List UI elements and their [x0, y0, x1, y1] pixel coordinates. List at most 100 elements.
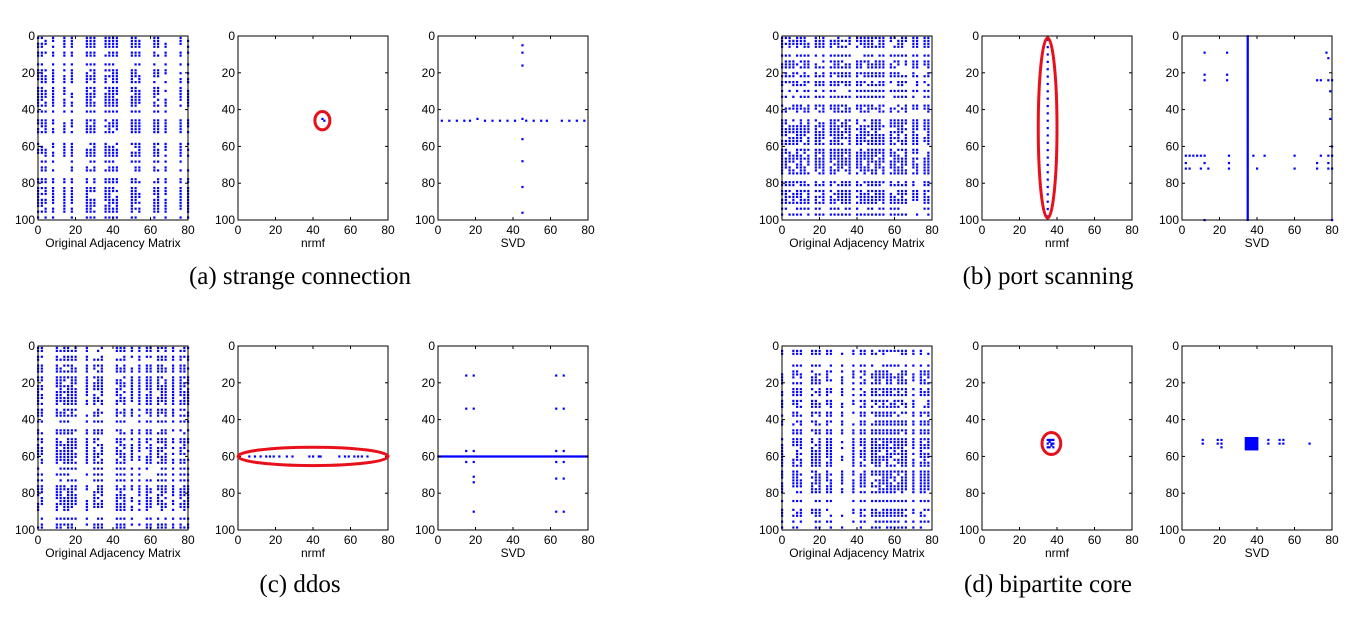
data-point	[160, 523, 163, 526]
data-point	[859, 349, 862, 352]
data-point	[901, 429, 904, 432]
data-point	[844, 201, 847, 204]
data-point	[115, 119, 118, 122]
hline-point	[551, 455, 554, 458]
data-point	[927, 42, 930, 45]
data-point	[837, 125, 840, 128]
data-point	[157, 128, 160, 131]
data-point	[93, 119, 96, 122]
data-point	[886, 441, 889, 444]
block-point	[1252, 444, 1255, 447]
data-point	[927, 72, 930, 75]
data-point	[784, 198, 787, 201]
data-point	[172, 517, 175, 520]
data-point	[848, 83, 851, 87]
data-point	[278, 455, 281, 458]
data-point	[807, 201, 810, 204]
data-point	[923, 136, 926, 140]
data-point	[104, 101, 107, 104]
data-point	[848, 119, 851, 122]
data-point	[179, 86, 182, 90]
hline-point	[540, 455, 543, 458]
data-point	[97, 473, 100, 476]
data-point	[874, 75, 877, 78]
data-point	[89, 104, 92, 107]
data-point	[867, 107, 870, 110]
data-point	[859, 110, 862, 113]
data-point	[164, 198, 167, 201]
data-point	[183, 461, 186, 464]
data-point	[130, 204, 133, 207]
data-point	[164, 72, 167, 75]
data-point	[852, 458, 855, 461]
data-point	[164, 69, 167, 72]
data-point	[897, 104, 900, 107]
hline-point	[522, 455, 525, 458]
data-point	[89, 69, 92, 72]
data-point	[897, 391, 900, 394]
data-point	[179, 178, 182, 181]
data-point	[44, 101, 47, 104]
data-point	[878, 429, 881, 432]
data-point	[848, 66, 851, 69]
y-tick-label: 40	[966, 413, 980, 427]
vline-point	[1246, 67, 1249, 70]
data-point	[149, 379, 152, 382]
data-point	[145, 485, 148, 488]
y-tick-label: 20	[966, 66, 980, 80]
data-point	[130, 467, 133, 470]
data-point	[878, 414, 881, 417]
data-point	[784, 189, 787, 193]
data-point	[844, 157, 847, 160]
data-point	[108, 39, 111, 42]
data-point	[112, 160, 115, 163]
data-point	[85, 98, 88, 101]
data-point	[799, 352, 802, 355]
data-point	[583, 119, 586, 122]
data-point	[889, 414, 892, 417]
data-point	[93, 382, 96, 385]
data-point	[172, 408, 175, 411]
data-point	[130, 86, 133, 90]
data-point	[123, 494, 126, 497]
data-point	[837, 54, 840, 57]
data-point	[878, 388, 881, 391]
data-point	[882, 499, 885, 503]
data-point	[814, 508, 817, 511]
data-point	[859, 136, 862, 140]
block-point	[1246, 440, 1250, 444]
data-point	[882, 405, 885, 408]
data-point	[123, 508, 126, 511]
data-point	[807, 63, 810, 66]
data-point	[874, 131, 877, 134]
data-point	[829, 485, 832, 488]
vline-point	[1246, 180, 1249, 183]
data-point	[818, 66, 821, 69]
data-point	[93, 491, 96, 494]
data-point	[108, 42, 111, 45]
data-point	[63, 452, 66, 456]
data-point	[886, 420, 889, 423]
data-point	[841, 81, 844, 84]
data-point	[826, 488, 829, 491]
data-point	[889, 201, 892, 204]
data-point	[784, 95, 787, 98]
data-point	[153, 89, 156, 93]
vline-point	[1246, 152, 1249, 155]
data-point	[889, 166, 892, 169]
data-point	[814, 39, 817, 42]
data-point	[852, 461, 855, 464]
vline-point	[1246, 45, 1249, 48]
data-point	[863, 352, 866, 355]
data-point	[807, 157, 810, 160]
hline-point	[471, 455, 474, 458]
data-point	[172, 438, 175, 441]
data-point	[852, 402, 855, 405]
data-point	[157, 39, 160, 42]
data-point	[93, 429, 96, 432]
data-point	[130, 452, 133, 456]
data-point	[44, 125, 47, 128]
data-point	[799, 349, 802, 352]
data-point	[822, 89, 825, 93]
